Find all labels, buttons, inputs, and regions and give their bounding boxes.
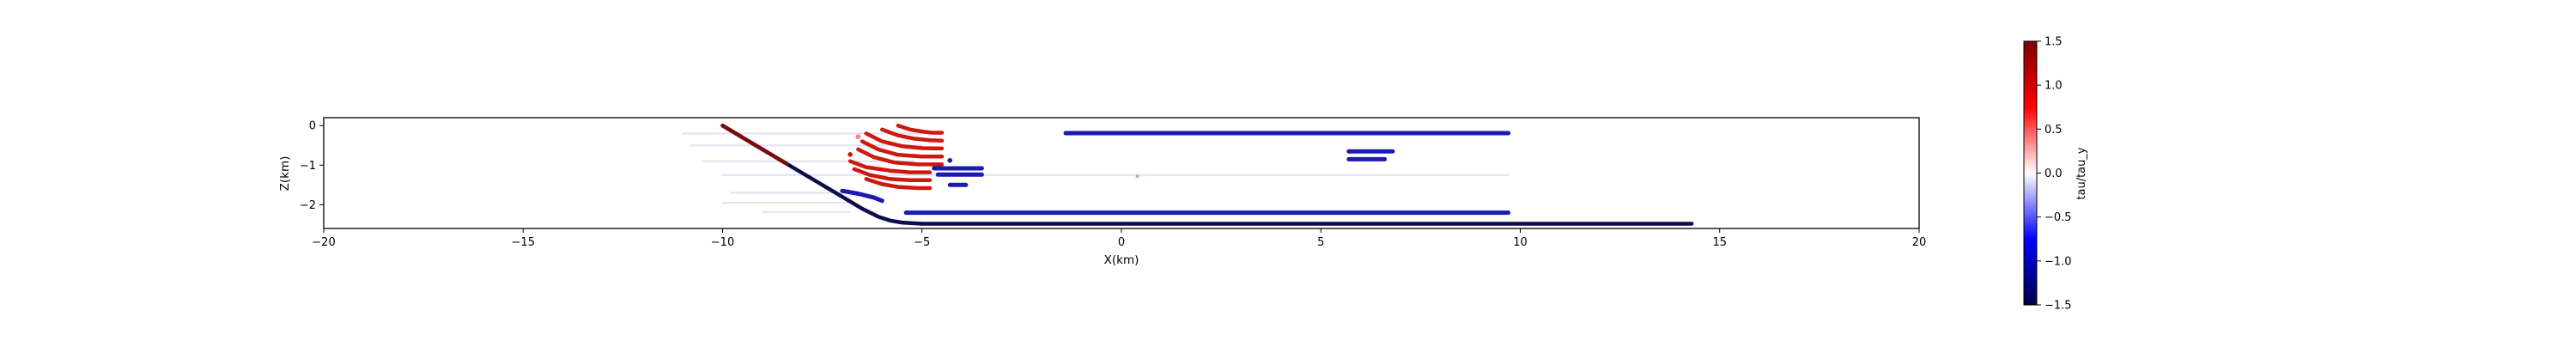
red-arc-6	[852, 167, 933, 183]
colorbar-tick-label: −0.5	[2044, 211, 2072, 224]
red-arc-5	[848, 159, 933, 174]
data-layer	[682, 123, 1694, 226]
blue-point-0	[947, 157, 953, 163]
blue-segment-7	[840, 188, 884, 204]
x-tick-label: 10	[1513, 236, 1528, 249]
colorbar-label: tau/tau_y	[2075, 147, 2088, 199]
x-tick-label: −5	[914, 236, 930, 249]
fault-trace-upper	[720, 123, 789, 166]
x-axis-ticks: −20 −15 −10 −5 0 5 10 15 20	[312, 228, 1926, 249]
colorbar-tick-label: 0.0	[2044, 167, 2063, 180]
y-tick-label: −2	[300, 199, 316, 212]
y-tick-label: 0	[309, 120, 316, 133]
colorbar-tick-label: −1.5	[2044, 300, 2072, 313]
x-tick-label: 20	[1912, 236, 1927, 249]
colorbar-tick-label: −1.0	[2044, 255, 2072, 268]
red-arc-4	[856, 147, 945, 167]
red-point-1	[855, 134, 861, 139]
x-tick-label: −15	[512, 236, 535, 249]
y-axis-label: Z(km)	[278, 156, 292, 192]
fault-trace	[720, 123, 1694, 226]
red-point-0	[848, 152, 853, 157]
y-axis-ticks: 0 −1 −2	[300, 120, 324, 212]
x-tick-label: 0	[1118, 236, 1125, 249]
x-axis-label: X(km)	[1104, 253, 1139, 267]
red-arc-7	[864, 177, 933, 191]
plot-area	[323, 117, 1920, 229]
axes-background	[324, 118, 1919, 228]
x-tick-label: 15	[1712, 236, 1727, 249]
red-arc-0	[896, 123, 945, 135]
colorbar-ticks: 1.5 1.0 0.5 0.0 −0.5 −1.0 −1.5	[2037, 36, 2072, 313]
colorbar: 1.5 1.0 0.5 0.0 −0.5 −1.0 −1.5 tau/tau_y	[2023, 36, 2088, 313]
x-tick-label: 5	[1317, 236, 1324, 249]
colorbar-tick-label: 1.5	[2044, 36, 2063, 49]
red-arc-2	[864, 131, 945, 151]
x-tick-label: −10	[711, 236, 734, 249]
faint-point-0	[1135, 174, 1139, 179]
y-tick-label: −1	[300, 160, 316, 173]
colorbar-gradient	[2023, 40, 2038, 306]
red-arc-1	[880, 127, 945, 143]
red-arc-3	[860, 139, 945, 159]
colorbar-tick-label: 0.5	[2044, 124, 2063, 137]
x-tick-label: −20	[312, 236, 335, 249]
colorbar-tick-label: 1.0	[2044, 80, 2063, 93]
